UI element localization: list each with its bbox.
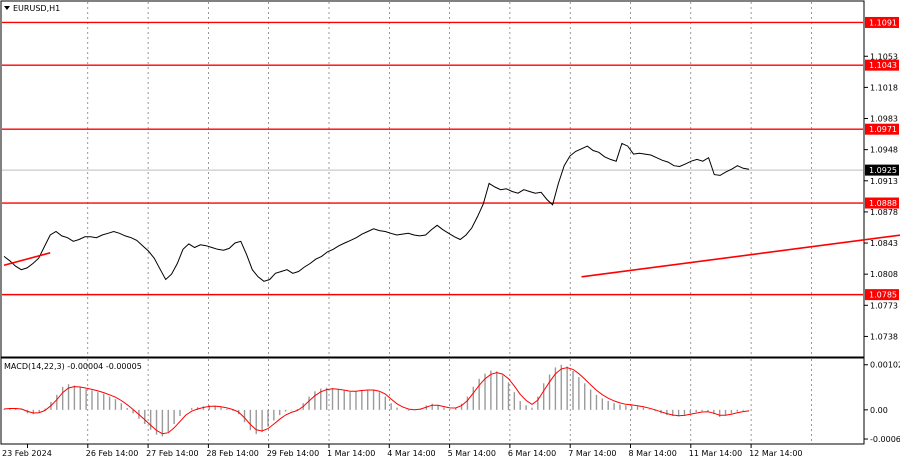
level-label: 1.0971 — [869, 125, 897, 134]
macd-axis-ticks: 0.00102 0.00 -0.00066 — [864, 361, 900, 444]
symbol-dropdown[interactable]: EURUSD,H1 — [4, 4, 60, 13]
trendlines — [3, 234, 900, 278]
x-tick-label: 1 Mar 14:00 — [327, 449, 375, 458]
price-series-line — [3, 142, 750, 282]
dropdown-triangle-icon — [4, 6, 10, 10]
macd-tick-label: 0.00102 — [870, 361, 900, 370]
y-tick-label: 1.0843 — [870, 239, 898, 248]
level-tag — [865, 123, 899, 135]
x-tick-label: 26 Feb 14:00 — [86, 449, 138, 458]
current-price-label: 1.0925 — [869, 166, 897, 175]
price-axis-ticks: 1.10531.10181.09831.09481.09131.08781.08… — [864, 52, 898, 341]
price-pane-frame — [0, 0, 865, 358]
y-tick-label: 1.0948 — [870, 146, 898, 155]
level-tag — [865, 59, 899, 71]
y-tick-label: 1.0738 — [870, 332, 898, 341]
level-tag — [865, 197, 899, 209]
grid — [87, 2, 812, 443]
x-tick-label: 6 Mar 14:00 — [508, 449, 556, 458]
macd-signal-line — [3, 367, 750, 435]
x-tick-label: 5 Mar 14:00 — [448, 449, 496, 458]
left-trendline — [3, 252, 51, 267]
x-tick-label: 8 Mar 14:00 — [629, 449, 677, 458]
macd-histogram — [3, 364, 750, 437]
x-tick-label: 11 Mar 14:00 — [689, 449, 742, 458]
x-tick-label: 7 Mar 14:00 — [568, 449, 616, 458]
macd-label: MACD(14,22,3) -0.00004 -0.00005 — [4, 362, 142, 371]
x-tick-label: 28 Feb 14:00 — [206, 449, 258, 458]
level-labels: 1.1091 1.1043 1.0971 1.0888 1.0785 — [865, 16, 899, 301]
x-tick-label: 23 Feb 2024 — [2, 449, 52, 458]
y-tick-label: 1.0913 — [870, 177, 898, 186]
macd-pane-frame — [0, 357, 865, 445]
y-tick-label: 1.1053 — [870, 52, 898, 61]
y-tick-label: 1.0983 — [870, 115, 898, 124]
horizontal-levels — [2, 21, 863, 296]
symbol-title: EURUSD,H1 — [13, 4, 60, 13]
level-tag — [865, 16, 899, 28]
x-tick-label: 29 Feb 14:00 — [267, 449, 319, 458]
level-label: 1.1043 — [869, 61, 897, 70]
x-tick-label: 12 Mar 14:00 — [749, 449, 802, 458]
main-trendline — [581, 234, 900, 278]
level-label: 1.0785 — [869, 291, 897, 300]
x-tick-label: 4 Mar 14:00 — [387, 449, 435, 458]
level-tag — [865, 289, 899, 301]
level-label: 1.1091 — [869, 18, 897, 27]
macd-tick-label: 0.00 — [870, 406, 888, 415]
x-tick-label: 27 Feb 14:00 — [146, 449, 198, 458]
level-label: 1.0888 — [869, 199, 897, 208]
macd-tick-label: -0.00066 — [870, 435, 900, 444]
y-tick-label: 1.0773 — [870, 301, 898, 310]
current-price-tag: 1.0925 — [865, 164, 899, 176]
y-tick-label: 1.0878 — [870, 208, 898, 217]
y-tick-label: 1.1018 — [870, 83, 898, 92]
time-axis-ticks: 23 Feb 2024 26 Feb 14:00 27 Feb 14:00 28 Fe… — [2, 444, 803, 458]
y-tick-label: 1.0808 — [870, 270, 898, 279]
